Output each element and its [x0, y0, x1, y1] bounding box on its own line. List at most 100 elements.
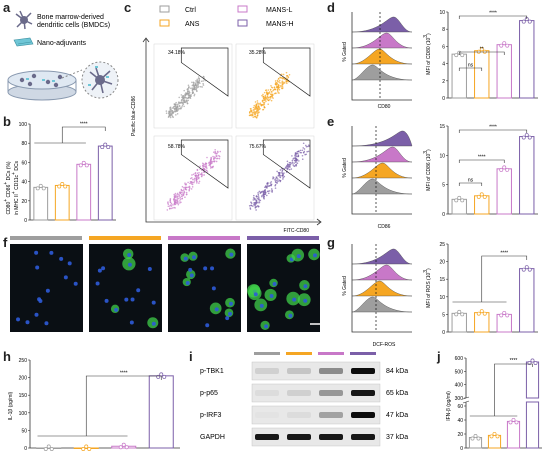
- flow-event: [201, 164, 204, 167]
- flow-event: [215, 160, 218, 163]
- flow-event: [288, 73, 291, 76]
- e-ytick-label: 0: [442, 212, 445, 218]
- flow-event: [249, 208, 252, 210]
- quad-mans-h: 75.67%: [249, 144, 267, 150]
- d-ytick-label: 10: [439, 10, 445, 16]
- flow-event: [290, 168, 293, 170]
- flow-event: [272, 176, 274, 178]
- j-ytick-label: 500: [455, 369, 464, 375]
- e-sig-label: ns: [468, 178, 474, 184]
- flow-event: [191, 88, 194, 91]
- flow-event: [181, 195, 184, 197]
- flow-event: [274, 187, 277, 189]
- b-ytick-label: 60: [21, 160, 27, 166]
- flow-event: [167, 115, 170, 118]
- flow-event: [197, 177, 200, 180]
- flow-event: [256, 108, 258, 110]
- flow-event: [209, 165, 212, 168]
- b-ytick-label: 20: [21, 199, 27, 205]
- flow-event: [191, 181, 193, 183]
- g-point: [460, 312, 465, 317]
- flow-event: [253, 201, 255, 204]
- flow-event: [255, 202, 258, 205]
- flow-event: [267, 192, 270, 195]
- fluor-nucleus: [101, 266, 106, 271]
- panel-letter-h: h: [3, 349, 11, 364]
- chart-e-plot: MFI of CD86 (103) 0 5 10 15 ns **** ****: [423, 124, 538, 218]
- blot-band: [287, 390, 311, 396]
- legend-mans-l: MANS-L: [266, 7, 293, 14]
- fluor-nucleus: [303, 298, 308, 303]
- flow-event: [248, 204, 251, 207]
- g-ytick-label: 25: [439, 242, 445, 248]
- g-bar-ans: [474, 312, 490, 333]
- panel-letter-j: j: [437, 349, 441, 364]
- b-point: [84, 163, 89, 168]
- fluor-nucleus: [34, 250, 39, 255]
- dendritic-cell-icon: [15, 10, 33, 30]
- d-sig-bracket: [458, 51, 505, 55]
- flow-event: [255, 104, 257, 107]
- flow-event: [263, 91, 266, 94]
- e-sig-label: ****: [489, 125, 497, 131]
- flow-event: [190, 188, 193, 190]
- fluor-nucleus: [188, 267, 193, 272]
- h-point: [81, 447, 86, 451]
- flow-event: [176, 199, 179, 201]
- flow-event: [268, 190, 271, 192]
- flow-event: [176, 197, 179, 200]
- fluor-nucleus: [183, 256, 188, 261]
- blot-lane-marker-ctrl: [254, 352, 280, 355]
- e-bar-ans: [474, 195, 490, 215]
- flow-event: [279, 176, 282, 179]
- flow-event: [252, 111, 255, 114]
- g-hist-mans-l: [351, 264, 413, 281]
- flow-event: [176, 108, 179, 111]
- flow-event: [281, 84, 284, 86]
- flow-event: [277, 78, 280, 80]
- flow-event: [195, 88, 197, 91]
- flow-event: [178, 104, 181, 107]
- fluor-bar-mans-l: [168, 236, 240, 240]
- flow-event: [274, 181, 277, 184]
- flow-event: [197, 85, 200, 88]
- flow-event: [260, 190, 262, 193]
- flow-event: [191, 186, 194, 188]
- blot-row-label: p-IRF3: [200, 412, 222, 419]
- flow-event: [265, 100, 267, 103]
- flow-event: [196, 182, 198, 184]
- flow-event: [278, 86, 281, 89]
- flow-event: [278, 88, 281, 91]
- e-point: [502, 165, 507, 170]
- western-blot: p-TBK1 84 kDa p-p65 65 kDa p-IRF3 47 kDa GAPDH…: [200, 352, 408, 447]
- flow-event: [296, 158, 299, 161]
- flow-event: [257, 196, 260, 199]
- flow-event: [301, 158, 304, 161]
- e-ylabel: MFI of CD86 (103): [423, 149, 432, 191]
- flow-event: [276, 79, 279, 82]
- flow-event: [255, 103, 258, 105]
- flow-event: [264, 186, 266, 189]
- fluor-nucleus: [127, 252, 132, 257]
- blot-band: [287, 412, 311, 418]
- flow-event: [201, 162, 204, 165]
- flow-event: [195, 85, 198, 87]
- flow-event: [301, 154, 304, 157]
- h-sig-label: ****: [120, 371, 128, 377]
- e-ytick-label: 15: [439, 124, 445, 130]
- flow-event: [193, 86, 196, 89]
- flow-event: [263, 106, 266, 109]
- flow-event: [273, 92, 276, 95]
- j-point: [530, 358, 535, 363]
- flow-event: [254, 101, 257, 103]
- flow-event: [190, 95, 192, 97]
- flow-event: [272, 89, 274, 92]
- g-point: [521, 267, 526, 272]
- d-ytick-label: 6: [442, 44, 445, 50]
- fluor-nucleus: [264, 324, 269, 329]
- j-bar-mans-l: [506, 420, 521, 449]
- flow-event: [195, 175, 197, 178]
- flow-event: [198, 79, 201, 81]
- flow-event: [193, 94, 196, 97]
- j-point: [495, 434, 500, 439]
